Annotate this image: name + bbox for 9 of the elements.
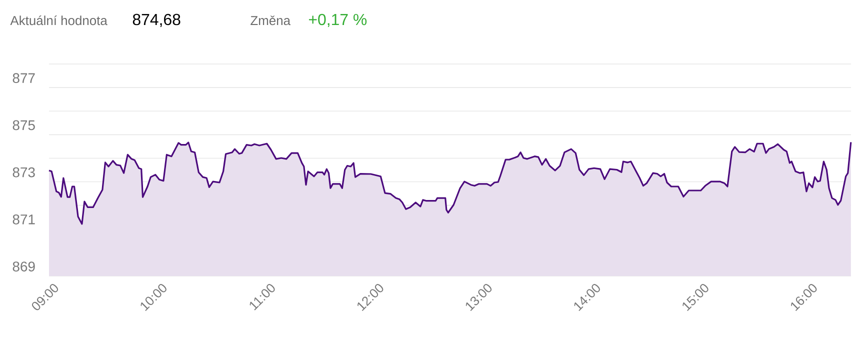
text: Aktuální hodnota [10, 15, 108, 26]
y-tick-label: 869 [12, 262, 35, 272]
text: 874,68 [132, 14, 180, 28]
y-tick-label: 877 [12, 73, 35, 84]
y-tick-label: 875 [12, 120, 35, 130]
text: +0,17 % [308, 14, 367, 28]
text: Změna [250, 16, 291, 26]
y-tick-label: 873 [12, 167, 35, 178]
y-tick-label: 871 [12, 214, 35, 224]
